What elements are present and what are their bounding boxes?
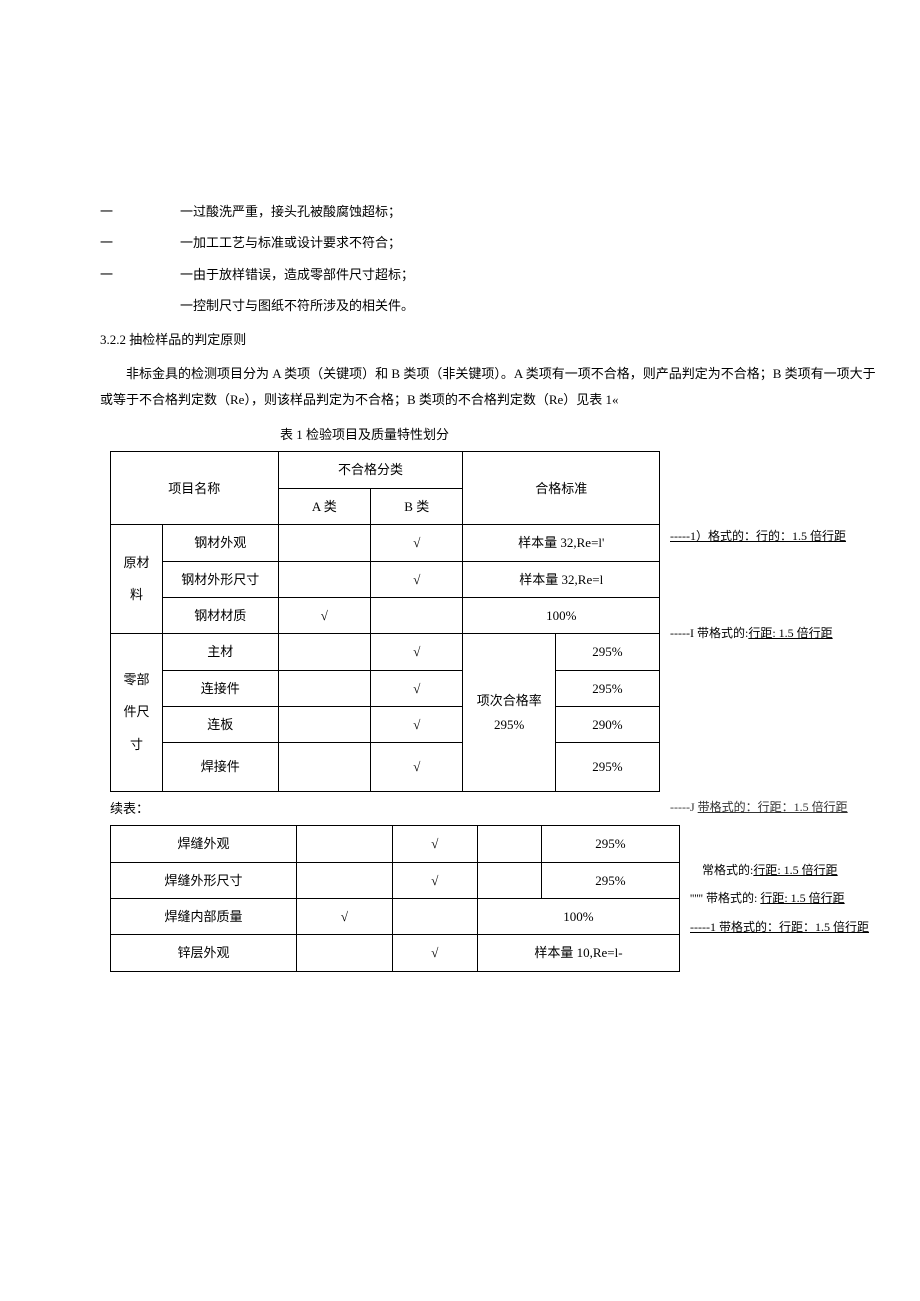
table-row: 零部件尺寸 主材 √ 项次合格率 295% 295%	[111, 634, 660, 670]
std-cell: 样本量 32,Re=l	[463, 561, 660, 597]
table-row: 钢材外形尺寸 √ 样本量 32,Re=l	[111, 561, 660, 597]
table-row: 连接件 √ 295%	[111, 670, 660, 706]
header-fail-class: 不合格分类	[278, 452, 463, 488]
item-name: 焊缝内部质量	[111, 899, 297, 935]
table-row: 钢材材质 √ 100%	[111, 597, 660, 633]
std-cell: 样本量 32,Re=l'	[463, 525, 660, 561]
table-row: 焊缝外形尺寸 √ 295%	[111, 862, 680, 898]
std-full-cell: 100%	[477, 899, 679, 935]
std2-cell: 295%	[555, 634, 659, 670]
std2-cell: 290%	[555, 707, 659, 743]
table-header-row: 项目名称 不合格分类 合格标准	[111, 452, 660, 488]
class-a-cell	[278, 670, 370, 706]
table-row: 锌层外观 √ 样本量 10,Re=l-	[111, 935, 680, 971]
item-name: 连板	[163, 707, 279, 743]
class-a-cell	[297, 826, 393, 862]
annotation-6: -----1 带格式的：行距：1.5 倍行距	[690, 917, 869, 939]
bullet-text: 一过酸洗严重，接头孔被酸腐蚀超标；	[180, 204, 401, 219]
class-b-cell: √	[392, 826, 477, 862]
table-row: 焊缝内部质量 √ 100%	[111, 899, 680, 935]
std2-cell: 295%	[555, 670, 659, 706]
std2-cell: 295%	[555, 743, 659, 791]
annotation-5: '''''' 带格式的: 行距: 1.5 倍行距	[690, 888, 845, 910]
annotation-2: -----I 带格式的:行距: 1.5 倍行距	[670, 623, 833, 645]
table-row: 连板 √ 290%	[111, 707, 660, 743]
class-a-cell: √	[297, 899, 393, 935]
class-a-cell	[278, 634, 370, 670]
class-b-cell: √	[392, 935, 477, 971]
bullet-item: 一一由于放样错误，造成零部件尺寸超标；	[100, 263, 880, 286]
class-a-cell	[297, 862, 393, 898]
class-a-cell	[278, 707, 370, 743]
class-b-cell: √	[392, 862, 477, 898]
class-b-cell	[392, 899, 477, 935]
inspection-table-1: 项目名称 不合格分类 合格标准 A 类 B 类 原材料 钢材外观 √ 样本量 3…	[110, 451, 660, 792]
class-b-cell: √	[371, 561, 463, 597]
merged-std-cell: 项次合格率 295%	[463, 634, 555, 792]
bullet-item: 一一加工工艺与标准或设计要求不符合；	[100, 231, 880, 254]
std1-cell	[477, 826, 541, 862]
class-b-cell: √	[371, 707, 463, 743]
table-caption: 表 1 检验项目及质量特性划分	[100, 423, 880, 446]
bullet-item: 一一过酸洗严重，接头孔被酸腐蚀超标；	[100, 200, 880, 223]
annotation-3: -----J 带格式的：行距：1.5 倍行距	[670, 792, 848, 825]
item-name: 主材	[163, 634, 279, 670]
continued-label: 续表：	[110, 797, 670, 820]
header-class-b: B 类	[371, 488, 463, 524]
item-name: 焊缝外形尺寸	[111, 862, 297, 898]
std2-cell: 295%	[541, 826, 679, 862]
std1-cell	[477, 862, 541, 898]
item-name: 钢材外形尺寸	[163, 561, 279, 597]
class-a-cell	[278, 525, 370, 561]
item-name: 焊缝外观	[111, 826, 297, 862]
class-a-cell: √	[278, 597, 370, 633]
paragraph-text: 非标金具的检测项目分为 A 类项（关键项）和 B 类项（非关键项）。A 类项有一…	[100, 361, 880, 413]
class-b-cell: √	[371, 634, 463, 670]
bullet-text: 一加工工艺与标准或设计要求不符合；	[180, 235, 401, 250]
class-a-cell	[278, 743, 370, 791]
table-row: 焊接件 √ 295%	[111, 743, 660, 791]
item-name: 连接件	[163, 670, 279, 706]
item-name: 锌层外观	[111, 935, 297, 971]
class-a-cell	[278, 561, 370, 597]
class-b-cell: √	[371, 525, 463, 561]
class-b-cell	[371, 597, 463, 633]
class-b-cell: √	[371, 670, 463, 706]
std-cell: 100%	[463, 597, 660, 633]
table-row: 焊缝外观 √ 295%	[111, 826, 680, 862]
class-a-cell	[297, 935, 393, 971]
inspection-table-2: 焊缝外观 √ 295% 焊缝外形尺寸 √ 295% 焊缝内部质量 √ 100% …	[110, 825, 680, 972]
bullet-item: 一控制尺寸与图纸不符所涉及的相关件。	[100, 294, 880, 317]
header-class-a: A 类	[278, 488, 370, 524]
item-name: 焊接件	[163, 743, 279, 791]
section-heading: 3.2.2 抽检样品的判定原则	[100, 328, 880, 351]
annotation-4: 常格式的:行距: 1.5 倍行距	[690, 860, 838, 882]
category-parts: 零部件尺寸	[111, 634, 163, 792]
item-name: 钢材外观	[163, 525, 279, 561]
item-name: 钢材材质	[163, 597, 279, 633]
category-raw: 原材料	[111, 525, 163, 634]
table-row: 原材料 钢材外观 √ 样本量 32,Re=l'	[111, 525, 660, 561]
std2-cell: 295%	[541, 862, 679, 898]
bullet-text: 一控制尺寸与图纸不符所涉及的相关件。	[180, 298, 414, 313]
std-full-cell: 样本量 10,Re=l-	[477, 935, 679, 971]
class-b-cell: √	[371, 743, 463, 791]
annotation-1: -----1）格式的：行的：1.5 倍行距	[670, 526, 846, 548]
bullet-text: 一由于放样错误，造成零部件尺寸超标；	[180, 267, 414, 282]
header-project: 项目名称	[111, 452, 279, 525]
header-pass-std: 合格标准	[463, 452, 660, 525]
